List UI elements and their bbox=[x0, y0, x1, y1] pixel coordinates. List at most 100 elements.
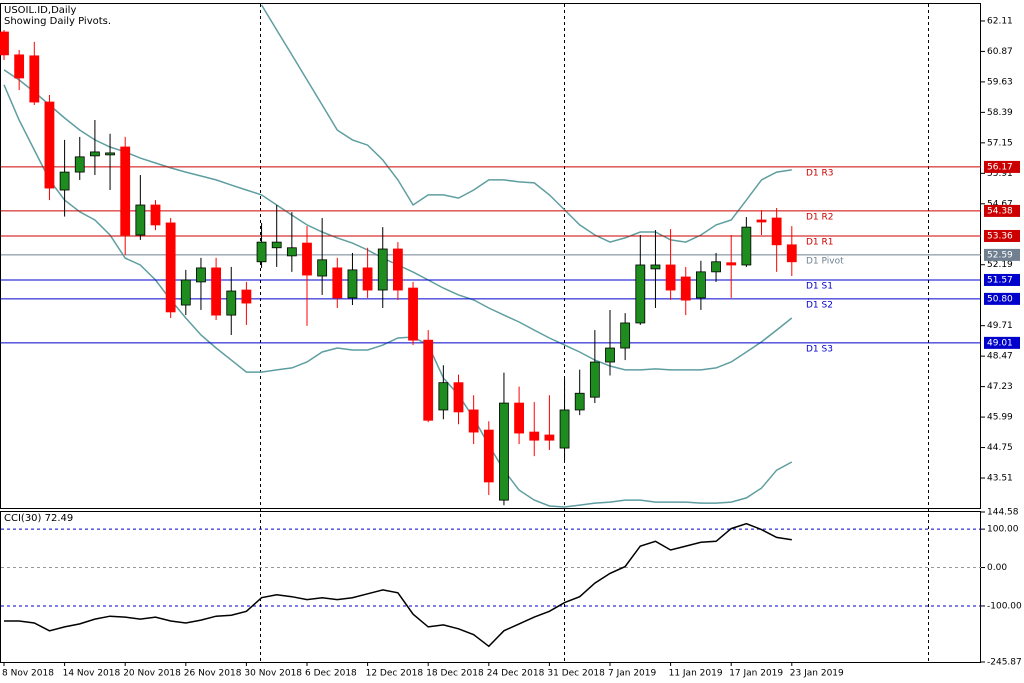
x-tick-label: 18 Dec 2018 bbox=[426, 669, 484, 679]
candle-body bbox=[180, 279, 191, 306]
candle-body bbox=[665, 264, 676, 291]
y-tick-label: 43.51 bbox=[987, 474, 1013, 484]
y-tick-label: 0.00 bbox=[987, 563, 1007, 573]
y-tick-label: 60.87 bbox=[987, 47, 1013, 57]
indicator-title: CCI(30) 72.49 bbox=[4, 513, 73, 524]
candle-body bbox=[29, 55, 40, 103]
candle-body bbox=[786, 244, 797, 263]
candle-body bbox=[271, 241, 282, 249]
price-tag bbox=[984, 292, 1020, 305]
candle-body bbox=[392, 248, 403, 291]
candle-body bbox=[196, 267, 206, 283]
candle-body bbox=[650, 264, 661, 270]
candle-body bbox=[241, 289, 252, 304]
candle-body bbox=[771, 217, 782, 246]
price-tag bbox=[984, 248, 1020, 261]
price-tag-label: 50.80 bbox=[987, 294, 1013, 304]
candle-body bbox=[605, 347, 615, 363]
y-tick-label: 44.75 bbox=[987, 443, 1013, 453]
candle-body bbox=[635, 264, 646, 324]
candle-body bbox=[453, 382, 464, 413]
x-tick-label: 23 Jan 2019 bbox=[790, 669, 844, 679]
pivot-name: D1 Pivot bbox=[806, 256, 844, 266]
candle-body bbox=[44, 101, 55, 189]
price-tag bbox=[984, 336, 1020, 349]
x-tick-label: 20 Nov 2018 bbox=[123, 669, 181, 679]
price-tag-label: 51.57 bbox=[987, 275, 1013, 285]
candle-body bbox=[529, 431, 540, 441]
candle-body bbox=[74, 156, 85, 173]
candle-body bbox=[544, 434, 555, 441]
pivot-name: D1 S3 bbox=[806, 344, 833, 354]
candle-body bbox=[468, 409, 479, 433]
candle-body bbox=[211, 267, 222, 316]
candle-body bbox=[711, 261, 721, 273]
candle-body bbox=[226, 290, 237, 316]
price-tag-label: 49.01 bbox=[987, 338, 1013, 348]
y-tick-label: 45.99 bbox=[987, 413, 1013, 423]
x-tick-label: 30 Nov 2018 bbox=[244, 669, 302, 679]
candle-body bbox=[726, 262, 737, 266]
y-tick-label: -100.00 bbox=[987, 601, 1022, 611]
y-tick-label: 55.91 bbox=[987, 169, 1013, 179]
marks: 62.11 60.87 59.63 58.39 57.15 55.91 54.67 52.19… bbox=[0, 4, 1022, 679]
y-tick-label: 54.67 bbox=[987, 199, 1013, 209]
candle-body bbox=[408, 287, 418, 341]
pivot-name: D1 R2 bbox=[806, 212, 834, 222]
candle-body bbox=[362, 267, 373, 291]
x-tick-label: 11 Jan 2019 bbox=[669, 669, 723, 679]
y-tick-label: 49.71 bbox=[987, 321, 1013, 331]
y-tick-label: 52.19 bbox=[987, 260, 1013, 270]
price-tag bbox=[984, 273, 1020, 286]
cci-line bbox=[4, 522, 792, 648]
candle-body bbox=[499, 402, 509, 501]
candle-body bbox=[574, 392, 585, 411]
candle-body bbox=[120, 146, 131, 236]
band-line bbox=[260, 4, 792, 243]
price-tag bbox=[984, 160, 1020, 173]
y-tick-label: -245.87 bbox=[987, 658, 1022, 668]
pivot-name: D1 S2 bbox=[806, 300, 833, 310]
candle-body bbox=[0, 31, 9, 56]
candle-body bbox=[756, 219, 767, 223]
candle-body bbox=[59, 171, 70, 191]
price-tag-label: 56.17 bbox=[987, 162, 1013, 172]
candle-body bbox=[347, 269, 358, 299]
candle-body bbox=[165, 222, 176, 313]
candle-body bbox=[105, 152, 115, 156]
y-tick-label: 100.00 bbox=[987, 525, 1019, 535]
candle-body bbox=[317, 259, 328, 277]
candle-body bbox=[135, 204, 146, 236]
candle-body bbox=[286, 247, 297, 257]
candle-body bbox=[377, 248, 388, 291]
price-tag-label: 54.38 bbox=[987, 206, 1013, 216]
y-tick-label: 58.39 bbox=[987, 108, 1013, 118]
y-tick-label: 144.58 bbox=[987, 508, 1019, 518]
x-tick-label: 24 Dec 2018 bbox=[487, 669, 545, 679]
y-tick-label: 48.47 bbox=[987, 352, 1013, 362]
candle-body bbox=[90, 151, 100, 157]
candle-body bbox=[741, 226, 752, 266]
candle-body bbox=[150, 204, 161, 226]
pivot-name: D1 R1 bbox=[806, 237, 834, 247]
pivot-name: D1 R3 bbox=[806, 168, 834, 178]
candle-body bbox=[680, 276, 691, 301]
x-tick-label: 8 Nov 2018 bbox=[2, 669, 54, 679]
x-tick-label: 26 Nov 2018 bbox=[184, 669, 242, 679]
pivot-name: D1 S1 bbox=[806, 281, 833, 291]
cci-panel-frame bbox=[0, 511, 981, 663]
x-tick-label: 17 Jan 2019 bbox=[729, 669, 783, 679]
x-tick-label: 12 Dec 2018 bbox=[366, 669, 424, 679]
candle-body bbox=[332, 267, 343, 299]
candle-body bbox=[514, 402, 524, 434]
candle-body bbox=[589, 361, 600, 398]
chart-subtitle: Showing Daily Pivots. bbox=[4, 16, 111, 27]
candle-body bbox=[620, 322, 631, 349]
price-tag-label: 53.36 bbox=[987, 231, 1013, 241]
price-tag bbox=[984, 229, 1020, 242]
candle-body bbox=[423, 339, 434, 421]
price-tag bbox=[984, 204, 1020, 217]
main-panel-frame bbox=[0, 3, 981, 509]
candle-body bbox=[302, 242, 312, 276]
